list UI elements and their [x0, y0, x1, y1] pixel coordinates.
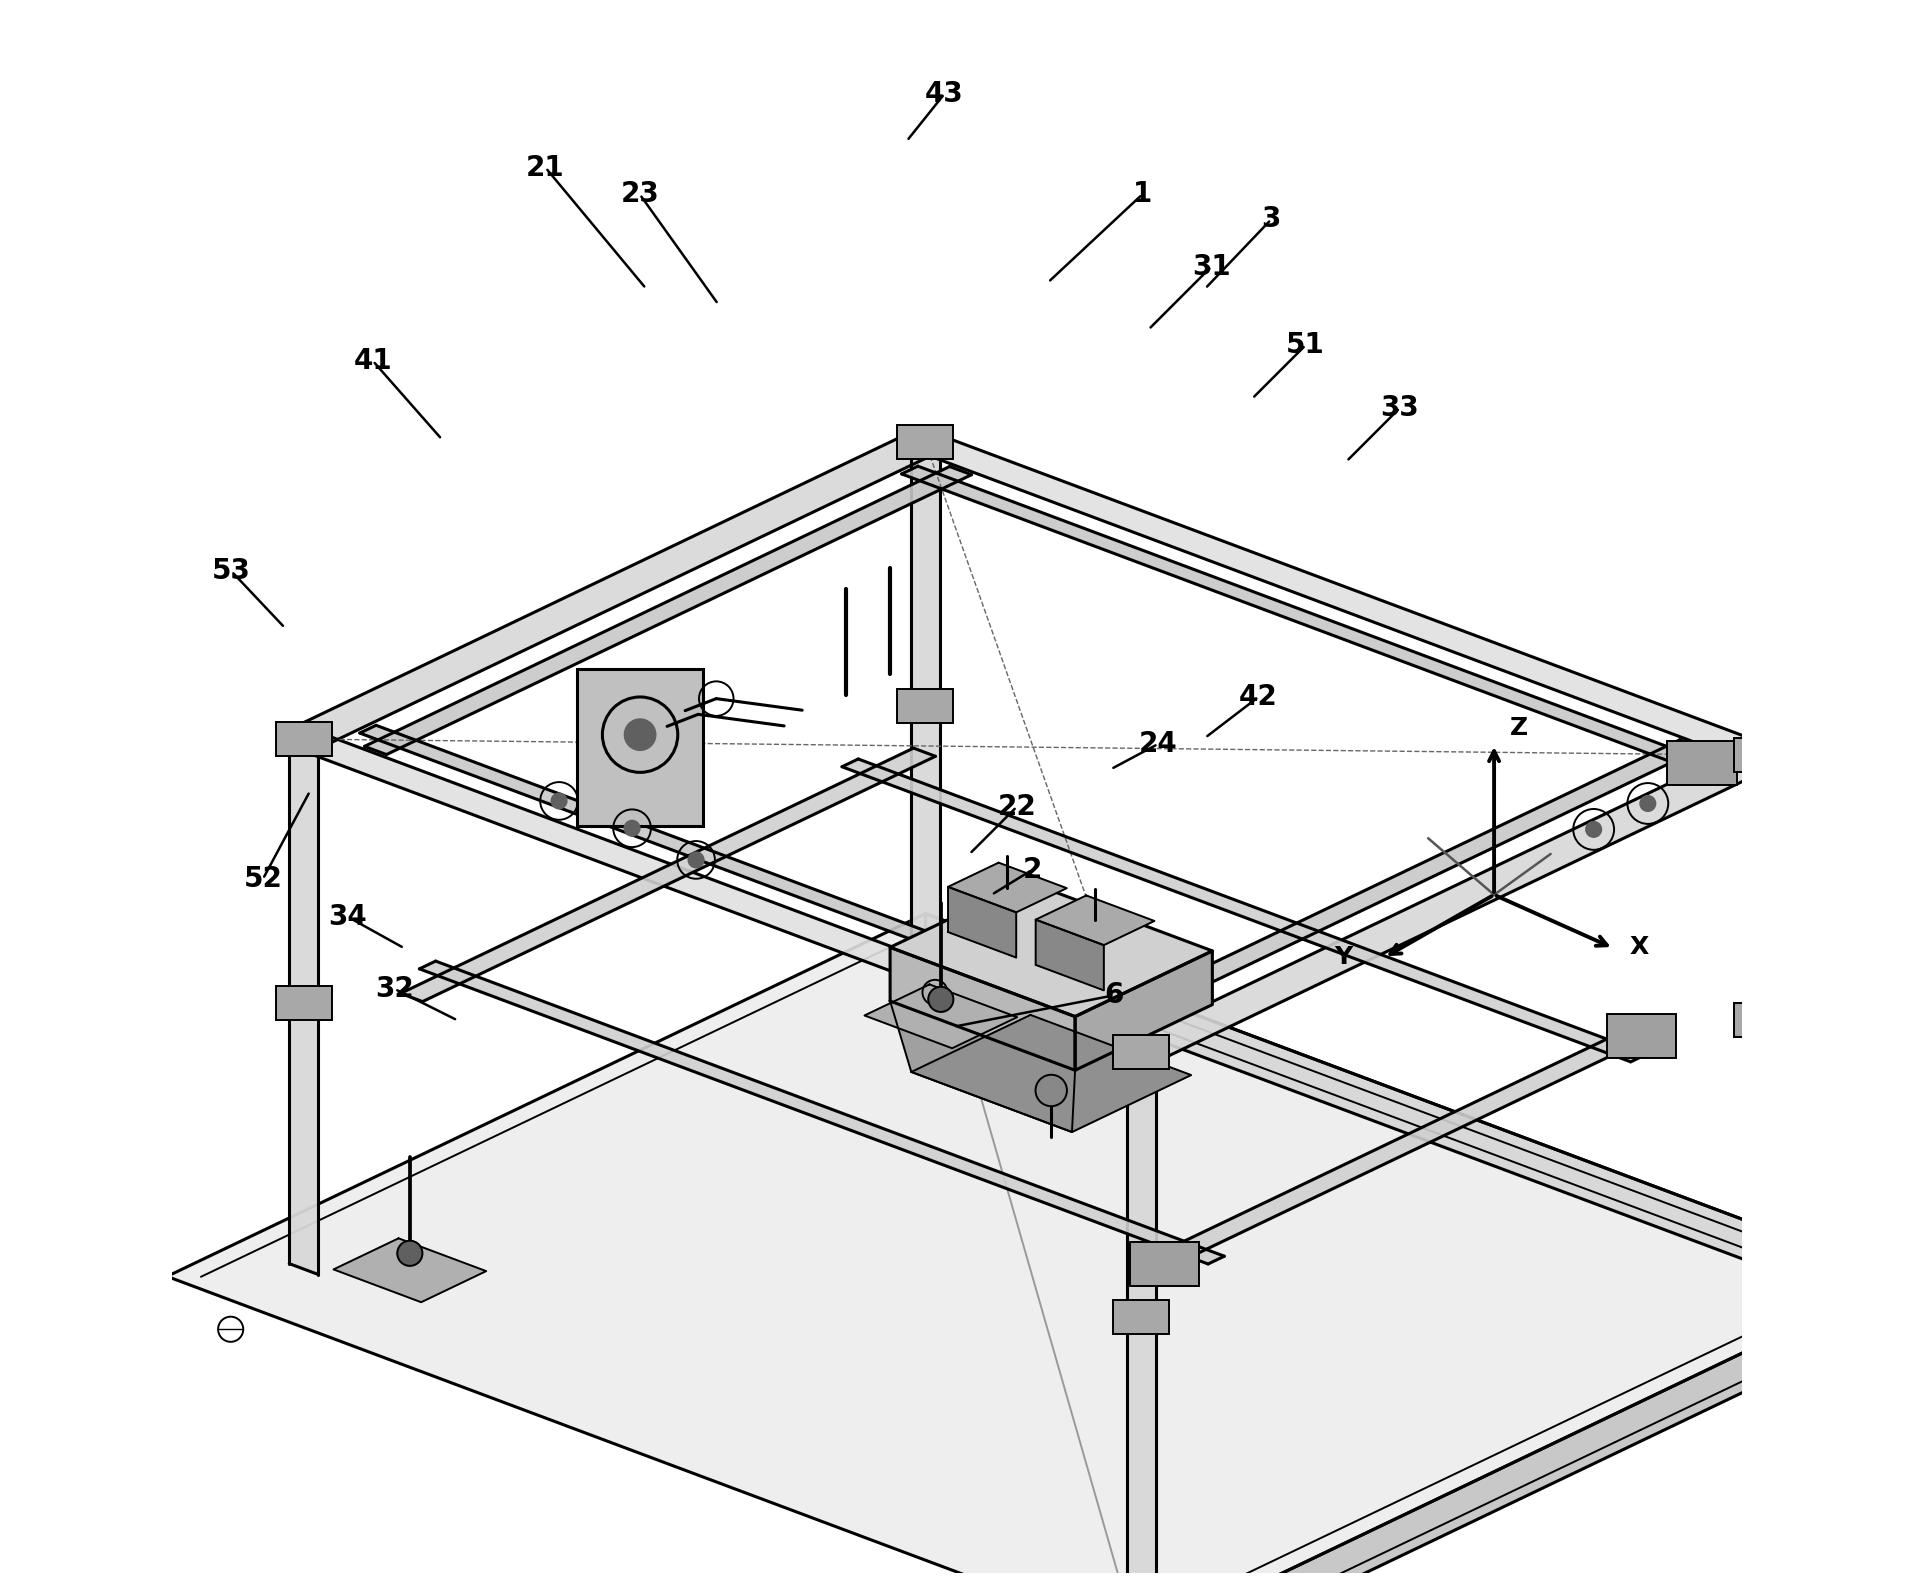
- Circle shape: [1035, 1075, 1066, 1106]
- Bar: [1608, 1013, 1677, 1057]
- Text: Z: Z: [1510, 716, 1527, 739]
- Polygon shape: [1095, 739, 1702, 1028]
- Polygon shape: [1131, 1021, 1665, 1275]
- Polygon shape: [1127, 1046, 1156, 1576]
- Polygon shape: [1076, 950, 1212, 1070]
- Bar: [1734, 738, 1792, 772]
- Polygon shape: [289, 733, 318, 1275]
- Circle shape: [398, 1240, 423, 1266]
- Polygon shape: [842, 760, 1646, 1062]
- Circle shape: [551, 793, 567, 808]
- Polygon shape: [1747, 750, 1776, 1291]
- Polygon shape: [865, 985, 1016, 1048]
- Bar: [1131, 1242, 1200, 1286]
- Circle shape: [624, 719, 657, 750]
- Bar: [1667, 741, 1736, 785]
- Text: 33: 33: [1380, 394, 1420, 422]
- Text: 24: 24: [1139, 730, 1177, 758]
- Polygon shape: [926, 914, 1899, 1318]
- Circle shape: [928, 987, 953, 1012]
- Polygon shape: [333, 1239, 486, 1302]
- Polygon shape: [400, 749, 936, 1002]
- Text: 52: 52: [243, 865, 281, 894]
- Circle shape: [1587, 821, 1602, 837]
- Polygon shape: [890, 881, 1212, 1017]
- Polygon shape: [1035, 920, 1104, 990]
- Text: X: X: [1629, 936, 1648, 960]
- Circle shape: [1640, 796, 1656, 812]
- Text: 21: 21: [526, 154, 565, 181]
- Text: 43: 43: [924, 80, 965, 107]
- Text: 1: 1: [1133, 180, 1152, 208]
- Text: 2: 2: [1022, 856, 1041, 884]
- FancyBboxPatch shape: [578, 668, 702, 826]
- Text: 31: 31: [1192, 252, 1231, 281]
- Polygon shape: [1122, 749, 1782, 1059]
- Text: 23: 23: [620, 180, 658, 208]
- Polygon shape: [947, 862, 1066, 913]
- Circle shape: [689, 853, 704, 868]
- Text: 51: 51: [1286, 331, 1324, 359]
- Polygon shape: [360, 725, 1166, 1028]
- Bar: [276, 987, 333, 1020]
- Polygon shape: [890, 1001, 1076, 1132]
- Polygon shape: [1035, 895, 1154, 946]
- Polygon shape: [1141, 1278, 1899, 1576]
- Text: 41: 41: [354, 347, 392, 375]
- Polygon shape: [911, 437, 940, 977]
- Polygon shape: [947, 887, 1016, 958]
- Bar: [276, 722, 333, 756]
- Bar: [1734, 1002, 1792, 1037]
- Text: 32: 32: [375, 976, 413, 1002]
- Text: 3: 3: [1261, 205, 1280, 233]
- Text: 42: 42: [1238, 682, 1279, 711]
- Text: 53: 53: [212, 558, 251, 585]
- Polygon shape: [289, 733, 1156, 1059]
- Text: 22: 22: [997, 793, 1035, 821]
- Bar: [1112, 1300, 1169, 1333]
- Polygon shape: [890, 947, 1076, 1070]
- Bar: [898, 689, 953, 723]
- Polygon shape: [167, 914, 1899, 1576]
- Text: 34: 34: [329, 903, 367, 931]
- Bar: [898, 426, 953, 459]
- Polygon shape: [364, 466, 972, 755]
- Text: Y: Y: [1334, 946, 1351, 969]
- Polygon shape: [285, 435, 946, 747]
- Polygon shape: [419, 961, 1225, 1264]
- Bar: [1112, 1035, 1169, 1070]
- Polygon shape: [901, 466, 1707, 769]
- Circle shape: [624, 821, 639, 837]
- Polygon shape: [911, 1015, 1191, 1132]
- Polygon shape: [911, 435, 1776, 763]
- Text: 6: 6: [1104, 982, 1124, 1009]
